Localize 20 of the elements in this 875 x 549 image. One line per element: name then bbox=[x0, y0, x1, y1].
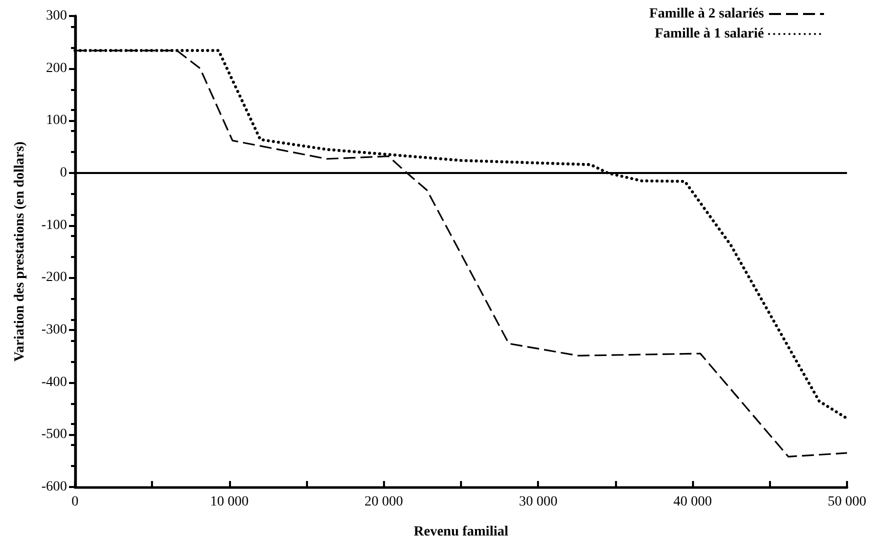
y-tick-label: 0 bbox=[60, 166, 67, 180]
y-tick-label: 100 bbox=[46, 113, 67, 128]
y-tick-label: -500 bbox=[41, 427, 67, 442]
x-axis-title: Revenu familial bbox=[414, 524, 508, 540]
x-tick-label: 50 000 bbox=[828, 494, 866, 510]
y-tick-label: 200 bbox=[46, 60, 67, 76]
legend-label: Famille à 1 salarié bbox=[654, 26, 764, 42]
legend-label: Famille à 2 salariés bbox=[649, 6, 765, 22]
x-tick-label: 20 000 bbox=[364, 494, 404, 510]
x-tick-label: 0 bbox=[72, 494, 78, 510]
y-tick-label: 300 bbox=[46, 8, 67, 24]
x-tick-label: 10 000 bbox=[210, 494, 249, 510]
x-tick-label: 30 000 bbox=[518, 494, 558, 510]
y-tick-label: -300 bbox=[41, 322, 67, 338]
y-tick-label: -400 bbox=[41, 374, 67, 390]
y-tick-label: -600 bbox=[41, 480, 67, 494]
x-tick-label: 40 000 bbox=[673, 494, 712, 510]
y-tick-label: -100 bbox=[41, 218, 67, 233]
y-axis-title: Variation des prestations (en dollars) bbox=[12, 141, 28, 362]
y-tick-label: -200 bbox=[41, 270, 67, 286]
